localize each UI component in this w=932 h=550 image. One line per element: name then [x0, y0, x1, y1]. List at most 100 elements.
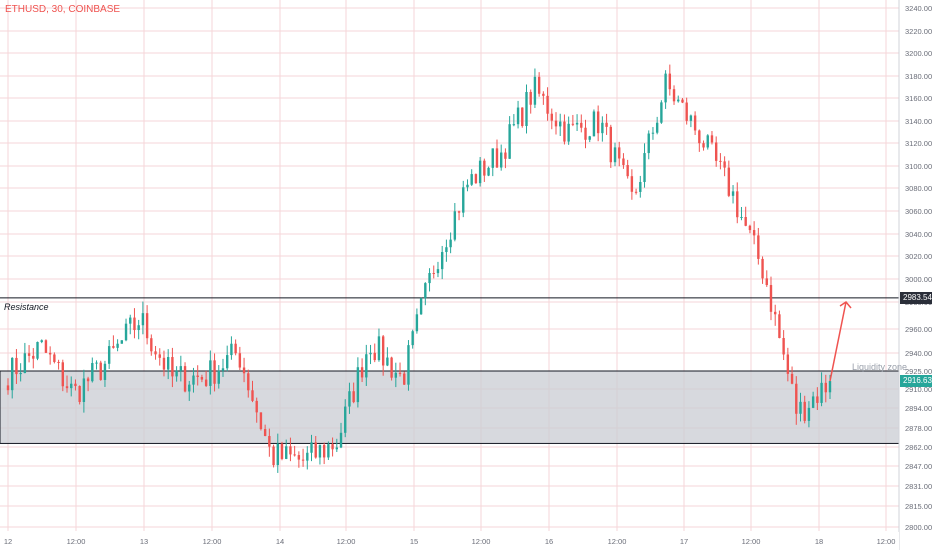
candle	[778, 310, 781, 339]
price-tick-label: 2815.00	[905, 502, 932, 511]
candle-body	[196, 375, 199, 378]
candle	[339, 422, 343, 449]
candle	[554, 112, 558, 135]
time-tick-label: 12:00	[608, 537, 627, 546]
candle-body	[137, 325, 140, 331]
candle	[820, 372, 823, 407]
candle	[698, 129, 701, 152]
overlay-lines	[829, 301, 852, 382]
candle	[394, 362, 398, 388]
candle	[158, 348, 161, 366]
candle-body	[32, 355, 35, 359]
candle-body	[226, 355, 229, 369]
candle	[141, 301, 145, 335]
candle	[584, 119, 587, 149]
candle-body	[828, 381, 832, 393]
candle	[154, 345, 157, 360]
candle-body	[133, 317, 136, 331]
candle-body	[702, 143, 705, 148]
candle-body	[301, 459, 305, 461]
candle	[297, 451, 301, 468]
candle-body	[529, 91, 532, 105]
candle	[285, 439, 288, 460]
candle-body	[457, 211, 461, 213]
candle-body	[563, 121, 566, 142]
price-axis-bg	[899, 0, 932, 550]
candle	[415, 308, 419, 334]
candle-body	[91, 363, 94, 382]
candle	[322, 442, 326, 465]
candle	[752, 221, 756, 245]
candle-body	[285, 446, 288, 459]
candle	[226, 345, 229, 372]
candle	[251, 380, 254, 403]
candle-body	[761, 258, 764, 279]
candle-body	[263, 429, 267, 437]
candle	[103, 360, 107, 387]
candle	[605, 113, 608, 135]
candle-body	[559, 121, 562, 127]
candle	[525, 84, 528, 134]
candle-body	[782, 338, 785, 355]
candle	[255, 397, 258, 423]
candle-body	[65, 386, 69, 389]
candle-body	[150, 338, 153, 352]
candle	[386, 347, 389, 367]
price-tick-label: 2940.00	[905, 349, 932, 358]
candle	[306, 446, 309, 470]
candle	[744, 206, 747, 227]
candle	[533, 68, 537, 109]
time-tick-label: 12	[4, 537, 12, 546]
candle	[19, 363, 22, 382]
candle-body	[799, 401, 802, 414]
candle	[318, 444, 322, 465]
candle	[70, 376, 73, 397]
candle	[352, 382, 355, 404]
candle	[390, 356, 393, 381]
candle	[613, 142, 617, 167]
candle-body	[613, 147, 617, 163]
candle	[120, 340, 124, 344]
candle	[82, 369, 86, 413]
candle	[588, 135, 591, 143]
candle-body	[719, 160, 722, 162]
candle	[230, 336, 233, 360]
candle	[478, 157, 482, 187]
candle	[689, 114, 693, 128]
candle	[403, 371, 406, 385]
candle	[204, 370, 208, 388]
candle	[504, 148, 507, 169]
candle	[373, 343, 376, 363]
price-tick-label: 3240.00	[905, 4, 932, 13]
candle-body	[36, 341, 39, 359]
candle-body	[120, 340, 124, 344]
candle-body	[394, 372, 398, 378]
candle-body	[580, 122, 583, 128]
price-tick-label: 2960.00	[905, 325, 932, 334]
candle	[192, 367, 195, 393]
projection-arrow[interactable]	[829, 301, 847, 382]
candle-body	[322, 444, 326, 458]
time-tick-label: 12:00	[203, 537, 222, 546]
candle	[129, 314, 132, 335]
candle-body	[369, 352, 372, 355]
candle-body	[280, 443, 284, 459]
candle	[445, 239, 448, 262]
candle	[107, 340, 111, 369]
candle	[567, 116, 570, 145]
candle	[765, 270, 768, 287]
candle	[398, 362, 402, 377]
candle	[209, 350, 212, 395]
time-tick-label: 14	[276, 537, 284, 546]
candle-body	[449, 239, 452, 248]
candle-body	[736, 191, 739, 218]
liquidity-zone-box[interactable]	[0, 370, 900, 444]
candle	[668, 64, 672, 96]
candle-body	[141, 313, 145, 326]
candle-body	[255, 400, 258, 413]
candle	[65, 375, 69, 393]
candle-body	[504, 152, 507, 159]
candle-body	[714, 142, 718, 161]
